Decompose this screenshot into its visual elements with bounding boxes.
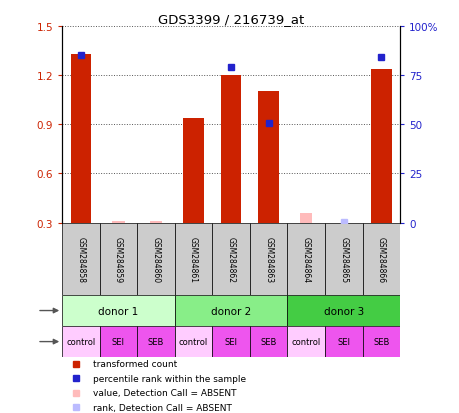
Text: GSM284862: GSM284862 <box>226 236 235 282</box>
Bar <box>174 223 212 295</box>
Bar <box>70 55 91 223</box>
Bar <box>212 326 249 357</box>
Text: SEB: SEB <box>260 337 276 346</box>
Bar <box>258 92 279 223</box>
Bar <box>287 295 399 326</box>
Bar <box>287 223 325 295</box>
Bar <box>220 76 241 223</box>
Text: GSM284861: GSM284861 <box>189 236 198 282</box>
Bar <box>362 326 399 357</box>
Bar <box>212 223 249 295</box>
Title: GDS3399 / 216739_at: GDS3399 / 216739_at <box>158 13 303 26</box>
Text: GSM284864: GSM284864 <box>301 236 310 282</box>
Bar <box>174 295 287 326</box>
Text: control: control <box>179 337 208 346</box>
Text: GSM284860: GSM284860 <box>151 236 160 282</box>
Text: GSM284858: GSM284858 <box>76 236 85 282</box>
Text: percentile rank within the sample: percentile rank within the sample <box>92 374 245 383</box>
Bar <box>325 223 362 295</box>
Text: SEB: SEB <box>147 337 164 346</box>
Bar <box>174 326 212 357</box>
Text: SEB: SEB <box>372 337 389 346</box>
Text: donor 1: donor 1 <box>98 306 138 316</box>
Bar <box>370 69 391 223</box>
Bar <box>137 223 174 295</box>
Bar <box>249 223 287 295</box>
Bar <box>150 221 162 223</box>
Text: value, Detection Call = ABSENT: value, Detection Call = ABSENT <box>92 389 235 397</box>
Bar <box>62 223 100 295</box>
Text: control: control <box>291 337 320 346</box>
Bar <box>62 326 100 357</box>
Bar <box>137 326 174 357</box>
Text: GSM284866: GSM284866 <box>376 236 385 282</box>
Bar <box>362 223 399 295</box>
Text: donor 2: donor 2 <box>211 306 251 316</box>
Bar <box>112 221 124 223</box>
Bar <box>249 326 287 357</box>
Text: GSM284863: GSM284863 <box>263 236 273 282</box>
Bar <box>183 119 203 223</box>
Bar <box>62 295 174 326</box>
Text: control: control <box>66 337 95 346</box>
Bar <box>100 326 137 357</box>
Bar <box>287 326 325 357</box>
Text: transformed count: transformed count <box>92 359 176 368</box>
Text: SEI: SEI <box>336 337 350 346</box>
Text: donor 3: donor 3 <box>323 306 363 316</box>
Text: GSM284859: GSM284859 <box>114 236 123 282</box>
Text: GSM284865: GSM284865 <box>339 236 347 282</box>
Bar <box>100 223 137 295</box>
Bar <box>325 326 362 357</box>
Bar <box>299 213 312 223</box>
Text: SEI: SEI <box>112 337 125 346</box>
Text: rank, Detection Call = ABSENT: rank, Detection Call = ABSENT <box>92 403 231 412</box>
Text: SEI: SEI <box>224 337 237 346</box>
